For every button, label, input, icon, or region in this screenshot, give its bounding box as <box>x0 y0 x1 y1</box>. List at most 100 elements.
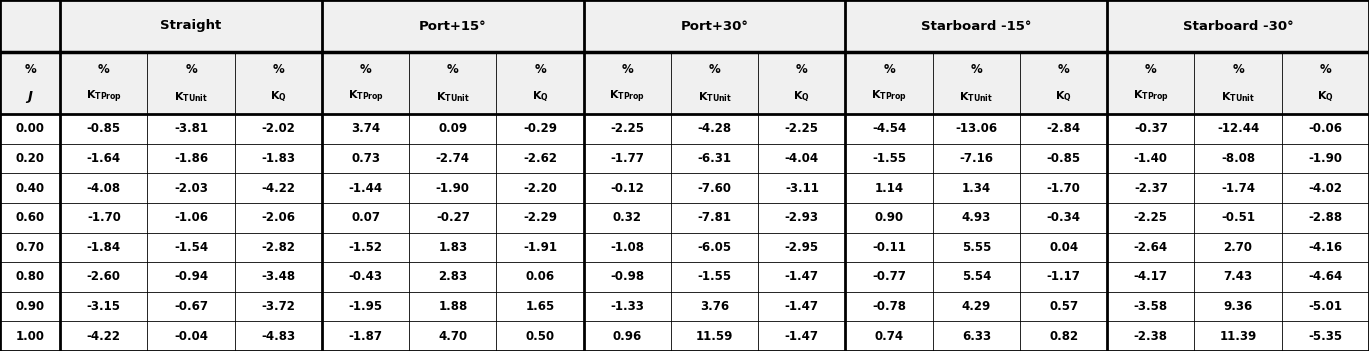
Text: -4.02: -4.02 <box>1309 181 1343 194</box>
Text: 0.90: 0.90 <box>875 211 904 224</box>
Text: -1.70: -1.70 <box>1047 181 1080 194</box>
Text: 0.20: 0.20 <box>15 152 45 165</box>
Text: 0.40: 0.40 <box>15 181 45 194</box>
Text: 0.57: 0.57 <box>1049 300 1079 313</box>
Text: 1.00: 1.00 <box>15 330 45 343</box>
Text: 0.09: 0.09 <box>438 122 467 135</box>
Text: -13.06: -13.06 <box>956 122 998 135</box>
Text: %: % <box>185 63 197 76</box>
Text: -1.47: -1.47 <box>784 300 819 313</box>
Text: 5.55: 5.55 <box>961 241 991 254</box>
Text: -1.44: -1.44 <box>349 181 383 194</box>
Text: -0.94: -0.94 <box>174 270 208 284</box>
Text: %: % <box>795 63 808 76</box>
Text: -4.28: -4.28 <box>698 122 731 135</box>
Text: 11.39: 11.39 <box>1220 330 1257 343</box>
Text: %: % <box>1232 63 1244 76</box>
Text: 5.54: 5.54 <box>961 270 991 284</box>
Text: 2.83: 2.83 <box>438 270 467 284</box>
Text: -1.64: -1.64 <box>86 152 120 165</box>
Text: $\mathbf{K}_{\mathbf{TUnit}}$: $\mathbf{K}_{\mathbf{TUnit}}$ <box>960 90 994 104</box>
Text: -4.16: -4.16 <box>1309 241 1343 254</box>
Text: -2.29: -2.29 <box>523 211 557 224</box>
Text: -1.90: -1.90 <box>435 181 470 194</box>
Text: -1.77: -1.77 <box>611 152 645 165</box>
Text: %: % <box>534 63 546 76</box>
Text: -2.37: -2.37 <box>1134 181 1168 194</box>
Text: %: % <box>1320 63 1331 76</box>
Text: -3.81: -3.81 <box>174 122 208 135</box>
Text: -1.87: -1.87 <box>349 330 382 343</box>
Text: 0.50: 0.50 <box>526 330 554 343</box>
Text: %: % <box>360 63 371 76</box>
Text: -0.04: -0.04 <box>174 330 208 343</box>
Text: -2.25: -2.25 <box>611 122 645 135</box>
Text: $\mathbf{K}_{\mathbf{Q}}$: $\mathbf{K}_{\mathbf{Q}}$ <box>531 90 549 104</box>
Text: -5.01: -5.01 <box>1309 300 1343 313</box>
Text: %: % <box>25 63 36 76</box>
Text: -1.17: -1.17 <box>1047 270 1080 284</box>
Text: -1.55: -1.55 <box>698 270 731 284</box>
Text: -1.74: -1.74 <box>1221 181 1255 194</box>
Text: -1.33: -1.33 <box>611 300 645 313</box>
Text: 0.70: 0.70 <box>15 241 45 254</box>
Text: 0.00: 0.00 <box>15 122 45 135</box>
Text: %: % <box>272 63 285 76</box>
Text: -0.11: -0.11 <box>872 241 906 254</box>
Text: 0.74: 0.74 <box>875 330 904 343</box>
Text: -4.08: -4.08 <box>86 181 120 194</box>
Text: $\mathbf{K}_{\mathbf{TProp}}$: $\mathbf{K}_{\mathbf{TProp}}$ <box>609 88 645 105</box>
Text: Straight: Straight <box>160 20 222 33</box>
Text: -1.55: -1.55 <box>872 152 906 165</box>
Text: -2.03: -2.03 <box>174 181 208 194</box>
Text: -1.06: -1.06 <box>174 211 208 224</box>
Text: 0.32: 0.32 <box>613 211 642 224</box>
Text: Port+30°: Port+30° <box>680 20 749 33</box>
Text: 0.04: 0.04 <box>1049 241 1079 254</box>
Text: $\mathbf{K}_{\mathbf{Q}}$: $\mathbf{K}_{\mathbf{Q}}$ <box>794 90 810 104</box>
Text: 4.93: 4.93 <box>962 211 991 224</box>
Text: $\mathbf{K}_{\mathbf{Q}}$: $\mathbf{K}_{\mathbf{Q}}$ <box>1317 90 1333 104</box>
Text: 2.70: 2.70 <box>1224 241 1253 254</box>
Text: 0.82: 0.82 <box>1049 330 1079 343</box>
Text: -2.93: -2.93 <box>784 211 819 224</box>
Text: -3.15: -3.15 <box>86 300 120 313</box>
Text: $\mathbf{K}_{\mathbf{TUnit}}$: $\mathbf{K}_{\mathbf{TUnit}}$ <box>435 90 470 104</box>
Text: 6.33: 6.33 <box>962 330 991 343</box>
Text: -4.83: -4.83 <box>261 330 296 343</box>
Text: 1.65: 1.65 <box>526 300 554 313</box>
Text: 1.83: 1.83 <box>438 241 467 254</box>
Bar <box>0 0 1369 52</box>
Text: -4.54: -4.54 <box>872 122 906 135</box>
Text: -1.52: -1.52 <box>349 241 382 254</box>
Text: -3.48: -3.48 <box>261 270 296 284</box>
Text: 9.36: 9.36 <box>1224 300 1253 313</box>
Text: -2.84: -2.84 <box>1046 122 1080 135</box>
Text: $\mathbf{K}_{\mathbf{TUnit}}$: $\mathbf{K}_{\mathbf{TUnit}}$ <box>698 90 731 104</box>
Text: 0.80: 0.80 <box>15 270 45 284</box>
Text: -0.06: -0.06 <box>1309 122 1343 135</box>
Text: -0.34: -0.34 <box>1047 211 1080 224</box>
Text: -12.44: -12.44 <box>1217 122 1259 135</box>
Text: -4.04: -4.04 <box>784 152 819 165</box>
Text: -2.06: -2.06 <box>261 211 296 224</box>
Text: 0.07: 0.07 <box>350 211 381 224</box>
Text: 3.76: 3.76 <box>700 300 730 313</box>
Text: 4.29: 4.29 <box>962 300 991 313</box>
Text: -2.25: -2.25 <box>784 122 819 135</box>
Text: -0.98: -0.98 <box>611 270 645 284</box>
Text: -2.38: -2.38 <box>1134 330 1168 343</box>
Text: -7.60: -7.60 <box>698 181 731 194</box>
Text: 3.74: 3.74 <box>350 122 381 135</box>
Text: -0.12: -0.12 <box>611 181 645 194</box>
Text: -1.84: -1.84 <box>86 241 120 254</box>
Text: -1.91: -1.91 <box>523 241 557 254</box>
Text: -0.85: -0.85 <box>1046 152 1080 165</box>
Text: -1.54: -1.54 <box>174 241 208 254</box>
Text: -1.40: -1.40 <box>1134 152 1168 165</box>
Text: $\mathbf{K}_{\mathbf{TProp}}$: $\mathbf{K}_{\mathbf{TProp}}$ <box>871 88 908 105</box>
Text: $\mathbf{K}_{\mathbf{TUnit}}$: $\mathbf{K}_{\mathbf{TUnit}}$ <box>1221 90 1255 104</box>
Text: -1.47: -1.47 <box>784 330 819 343</box>
Text: %: % <box>622 63 634 76</box>
Text: -0.29: -0.29 <box>523 122 557 135</box>
